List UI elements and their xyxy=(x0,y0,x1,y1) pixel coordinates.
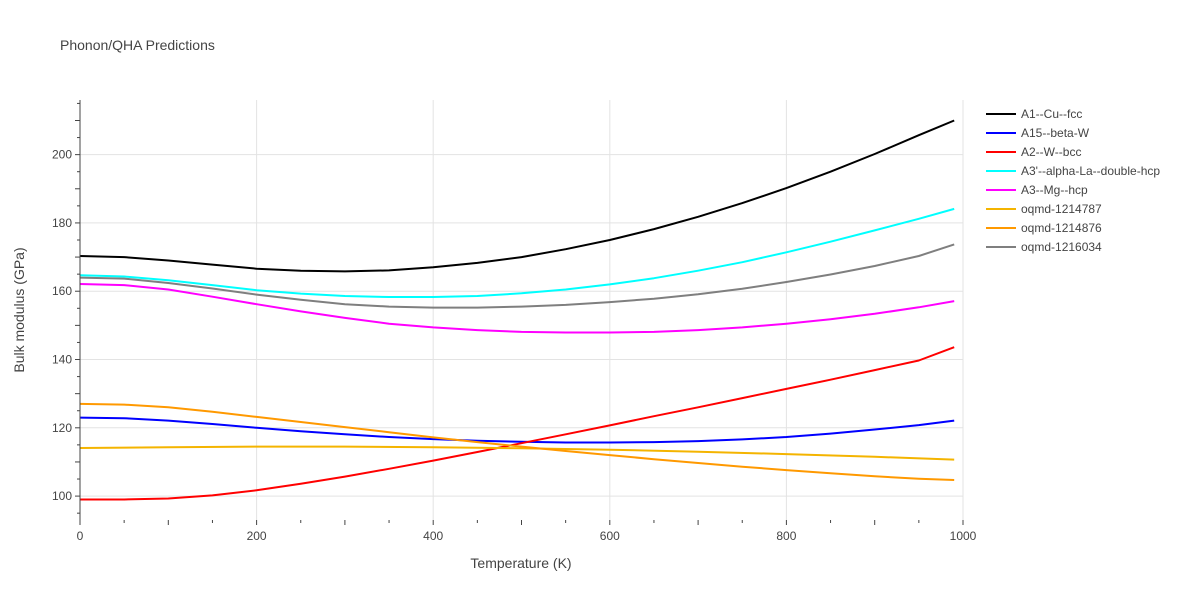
legend-label: oqmd-1214876 xyxy=(1021,221,1102,235)
x-tick-label: 0 xyxy=(77,529,84,543)
legend-label: A3'--alpha-La--double-hcp xyxy=(1021,164,1160,178)
x-axis-label: Temperature (K) xyxy=(470,555,571,571)
y-tick-label: 140 xyxy=(52,353,72,367)
x-tick-label: 400 xyxy=(423,529,443,543)
chart-title: Phonon/QHA Predictions xyxy=(60,37,215,53)
x-tick-label: 800 xyxy=(776,529,796,543)
legend-label: A2--W--bcc xyxy=(1021,145,1081,159)
y-axis-label: Bulk modulus (GPa) xyxy=(11,247,27,372)
series-line xyxy=(79,243,955,309)
y-tick-label: 100 xyxy=(52,489,72,503)
x-tick-label: 200 xyxy=(247,529,267,543)
x-tick-label: 600 xyxy=(600,529,620,543)
legend-label: A1--Cu--fcc xyxy=(1021,107,1082,121)
x-tick-label: 1000 xyxy=(950,529,977,543)
series-line xyxy=(79,445,955,461)
y-tick-label: 120 xyxy=(52,421,72,435)
series-line xyxy=(79,416,955,444)
series-line xyxy=(79,119,955,273)
axes: 0 200 400 600 800 1000 100 120 140 160 180 200 xyxy=(52,100,977,543)
legend-label: A3--Mg--hcp xyxy=(1021,183,1088,197)
legend-label: oqmd-1214787 xyxy=(1021,202,1102,216)
legend-label: A15--beta-W xyxy=(1021,126,1090,140)
y-tick-label: 200 xyxy=(52,148,72,162)
grid-lines xyxy=(80,100,964,520)
series-line xyxy=(79,207,955,298)
series-lines xyxy=(79,119,955,501)
y-tick-label: 180 xyxy=(52,216,72,230)
y-tick-label: 160 xyxy=(52,284,72,298)
series-line xyxy=(79,402,955,481)
series-line xyxy=(80,346,955,501)
legend-label: oqmd-1216034 xyxy=(1021,240,1102,254)
series-line xyxy=(79,283,955,334)
legend: A1--Cu--fcc A15--beta-W A2--W--bcc A3'--alp… xyxy=(986,107,1160,254)
